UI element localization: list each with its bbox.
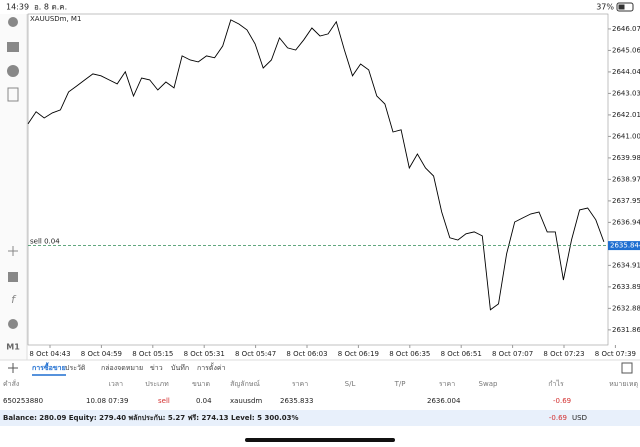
tab[interactable]: ข่าว <box>150 364 163 372</box>
y-tick-label: 2641.000 <box>612 132 640 140</box>
column-header: สัญลักษณ์ <box>230 380 260 388</box>
x-tick-label: 8 Oct 07:23 <box>543 350 584 358</box>
indicator-icon[interactable] <box>8 272 18 282</box>
order-label: sell 0.04 <box>30 238 60 246</box>
home-indicator <box>245 438 395 442</box>
summary-profit: -0.69 <box>549 414 567 422</box>
cell[interactable]: -0.69 <box>553 397 571 405</box>
cell[interactable]: 0.04 <box>196 397 212 405</box>
tab[interactable]: ประวัติ <box>65 364 86 372</box>
layout-button[interactable] <box>621 362 633 374</box>
crosshair-icon[interactable] <box>8 246 18 256</box>
x-tick-label: 8 Oct 05:15 <box>132 350 173 358</box>
column-header: หมายเหตุ <box>609 380 638 388</box>
x-tick-label: 8 Oct 07:39 <box>595 350 636 358</box>
y-tick-label: 2631.865 <box>612 326 640 334</box>
objects-icon[interactable] <box>8 319 18 329</box>
add-button[interactable] <box>8 363 18 373</box>
y-tick-label: 2636.94 <box>612 218 640 226</box>
y-tick-label: 2638.970 <box>612 175 640 183</box>
account-icon[interactable] <box>8 17 18 27</box>
column-header: ราคา <box>292 380 308 388</box>
price-line <box>27 19 605 311</box>
cell[interactable]: xauusdm <box>230 397 262 405</box>
column-header: ขนาด <box>192 380 210 388</box>
column-header: คำสั่ง <box>3 379 19 388</box>
y-tick-label: 2643.030 <box>612 89 640 97</box>
x-tick-label: 8 Oct 04:59 <box>81 350 122 358</box>
status-time: 14:39 <box>6 3 29 12</box>
new-icon[interactable] <box>7 87 19 102</box>
tab[interactable]: กล่องจดหมาย <box>101 364 143 372</box>
tab[interactable]: การตั้งค่า <box>197 361 226 372</box>
column-header: เวลา <box>108 380 123 388</box>
x-tick-label: 8 Oct 06:03 <box>286 350 327 358</box>
status-battery: 37% <box>596 3 614 12</box>
column-header: S/L <box>345 380 356 388</box>
x-tick-label: 8 Oct 06:51 <box>441 350 482 358</box>
x-tick-label: 8 Oct 05:31 <box>184 350 225 358</box>
summary-currency: USD <box>572 414 587 422</box>
column-header: ราคา <box>439 380 455 388</box>
x-tick-label: 8 Oct 05:47 <box>235 350 276 358</box>
cell[interactable]: 2636.004 <box>427 397 461 405</box>
x-tick-label: 8 Oct 07:07 <box>492 350 533 358</box>
tab[interactable]: บันทึก <box>171 363 189 372</box>
y-tick-label: 2645.060 <box>612 46 640 54</box>
cell[interactable]: sell <box>158 397 170 405</box>
y-tick-label: 2632.880 <box>612 304 640 312</box>
battery-icon <box>616 2 634 12</box>
function-icon[interactable]: f <box>11 293 17 306</box>
chart-title: XAUUSDm, M1 <box>30 15 81 23</box>
price-marker <box>608 241 640 251</box>
column-header: Swap <box>479 380 498 388</box>
y-tick-label: 2639.985 <box>612 154 640 162</box>
cell[interactable]: 10.08 07:39 <box>86 397 128 405</box>
y-tick-label: 2642.015 <box>612 111 640 119</box>
x-tick-label: 8 Oct 04:43 <box>29 350 70 358</box>
cell[interactable]: 2635.833 <box>280 397 313 405</box>
x-tick-label: 8 Oct 06:19 <box>338 350 379 358</box>
chat-icon[interactable] <box>7 65 19 77</box>
y-tick-label: 2637.955 <box>612 197 640 205</box>
column-header: ประเภท <box>145 380 169 388</box>
timeframe[interactable]: M1 <box>6 343 20 352</box>
tab[interactable]: การซื้อขาย <box>32 361 66 372</box>
y-tick-label: 2644.045 <box>612 68 640 76</box>
x-tick-label: 8 Oct 06:35 <box>389 350 430 358</box>
column-header: กำไร <box>548 379 564 388</box>
price-marker-label: 2635.844 <box>610 242 640 250</box>
battery-level <box>618 4 625 10</box>
status-date: อ. 8 ต.ค. <box>34 3 67 12</box>
y-tick-label: 2633.895 <box>612 283 640 291</box>
summary-text: Balance: 280.09 Equity: 279.40 พลักประกั… <box>3 414 298 422</box>
trade-icon[interactable] <box>7 42 19 52</box>
summary-bar <box>0 410 640 426</box>
y-tick-label: 2646.075 <box>612 25 640 33</box>
y-tick-label: 2634.91 <box>612 261 640 269</box>
cell[interactable]: 650253880 <box>3 397 43 405</box>
column-header: T/P <box>394 380 406 388</box>
